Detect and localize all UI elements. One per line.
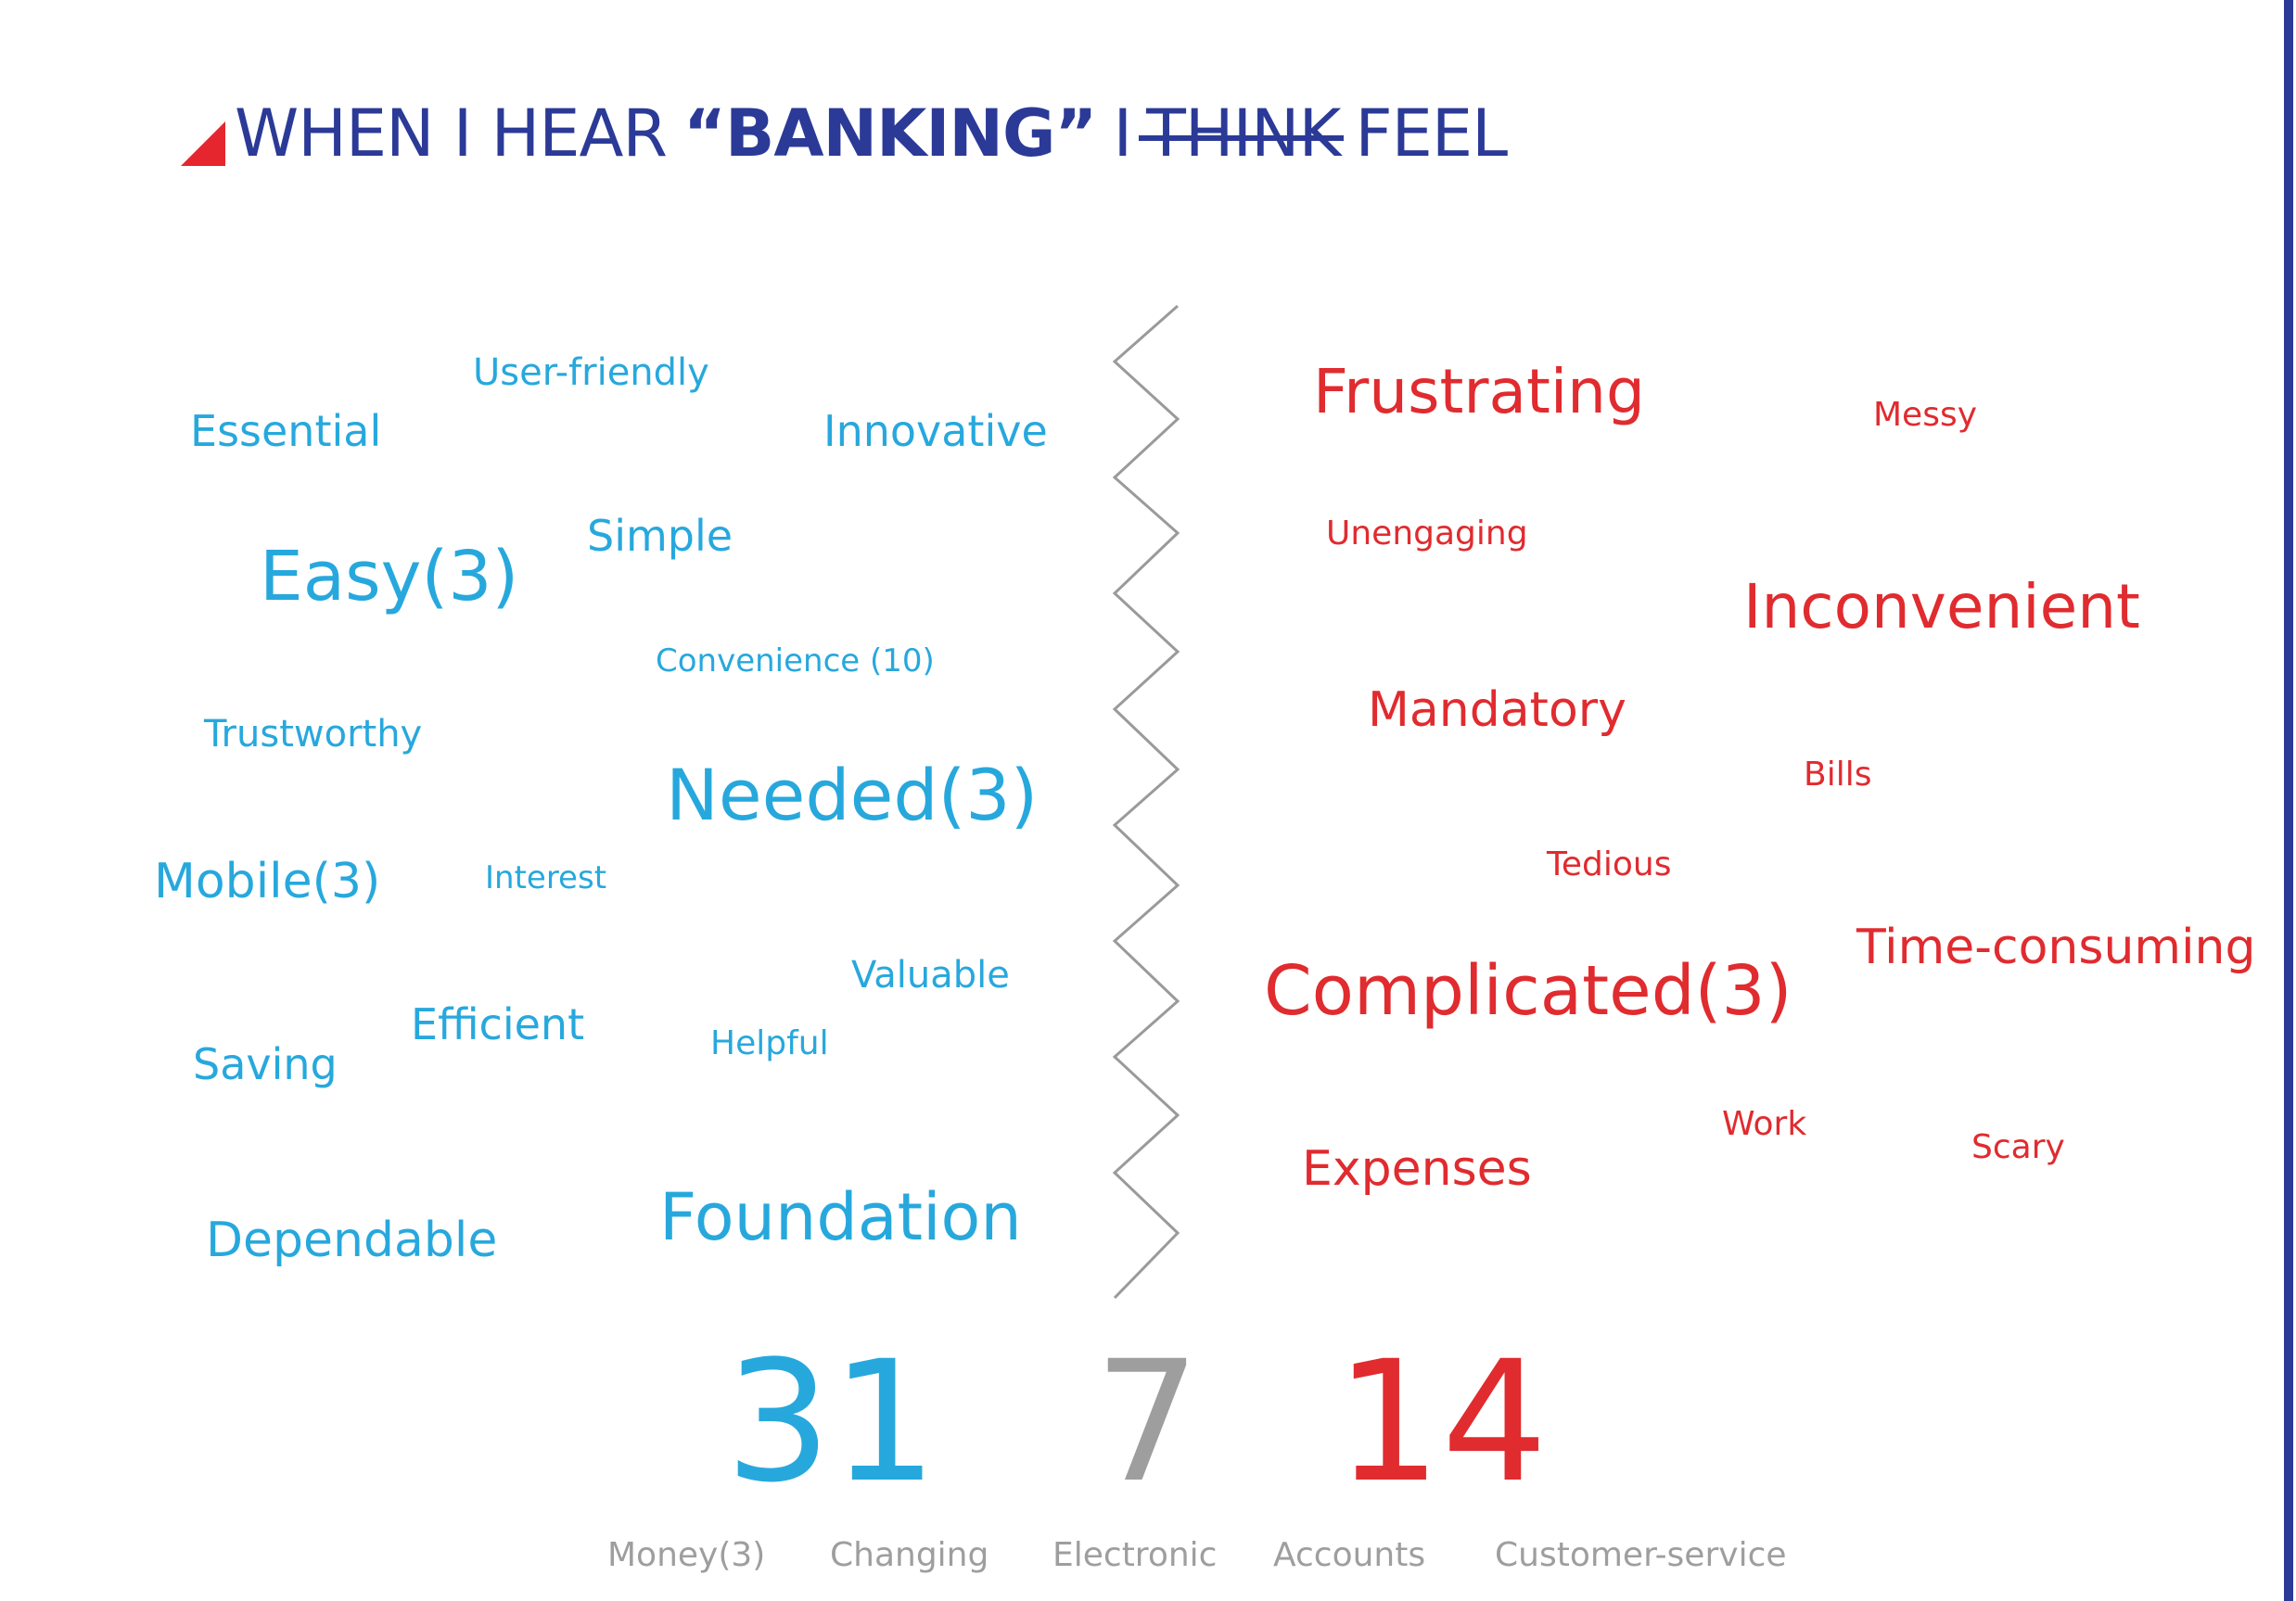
positive-word: Helpful [710, 1024, 829, 1062]
negative-word: Mandatory [1368, 682, 1626, 738]
positive-count: 31 [725, 1326, 938, 1519]
neutral-word: Customer-service [1495, 1536, 1787, 1574]
negative-word: Unengaging [1326, 515, 1528, 553]
neutral-word: Electronic [1052, 1536, 1218, 1574]
positive-word: Interest [485, 859, 607, 896]
positive-word: Dependable [206, 1213, 498, 1268]
right-border-bar [2284, 0, 2293, 1601]
title-part-think-struck: THINK [1139, 95, 1345, 172]
zigzag-divider [1112, 304, 1180, 1300]
positive-word: Simple [587, 511, 733, 561]
positive-word: Innovative [823, 406, 1048, 456]
positive-word: User-friendly [473, 351, 709, 394]
positive-word: Saving [193, 1039, 338, 1089]
positive-word: Convenience (10) [656, 642, 935, 680]
neutral-count: 7 [1094, 1326, 1201, 1519]
red-triangle-icon [181, 121, 225, 166]
title-part-feel: FEEL [1355, 95, 1508, 172]
title-part-when-i-hear: WHEN I HEAR [235, 95, 668, 172]
neutral-word: Money(3) [607, 1536, 766, 1574]
negative-word: Scary [1971, 1128, 2065, 1166]
positive-word: Efficient [411, 999, 585, 1049]
positive-word: Essential [190, 406, 382, 456]
negative-word: Inconvenient [1743, 571, 2140, 642]
positive-word: Foundation [659, 1179, 1022, 1255]
negative-word: Complicated(3) [1264, 951, 1792, 1031]
positive-word: Mobile(3) [154, 854, 381, 909]
negative-word: Frustrating [1313, 356, 1645, 427]
negative-word: Messy [1873, 396, 1978, 434]
title-part-banking: “BANKING” [682, 95, 1097, 172]
negative-word: Expenses [1302, 1141, 1532, 1197]
neutral-word: Changing [830, 1536, 989, 1574]
neutral-word: Accounts [1273, 1536, 1426, 1574]
positive-word: Needed(3) [666, 754, 1039, 836]
negative-word: Work [1722, 1105, 1807, 1143]
negative-count: 14 [1335, 1326, 1549, 1519]
page-title: WHEN I HEAR “BANKING” I THINK FEEL [181, 89, 1508, 178]
positive-word: Valuable [851, 954, 1010, 997]
positive-word: Easy(3) [260, 537, 519, 616]
negative-word: Time-consuming [1856, 920, 2256, 975]
negative-word: Bills [1804, 756, 1872, 794]
negative-word: Tedious [1547, 845, 1672, 883]
title-part-i: I [1113, 95, 1132, 172]
positive-word: Trustworthy [204, 713, 423, 756]
